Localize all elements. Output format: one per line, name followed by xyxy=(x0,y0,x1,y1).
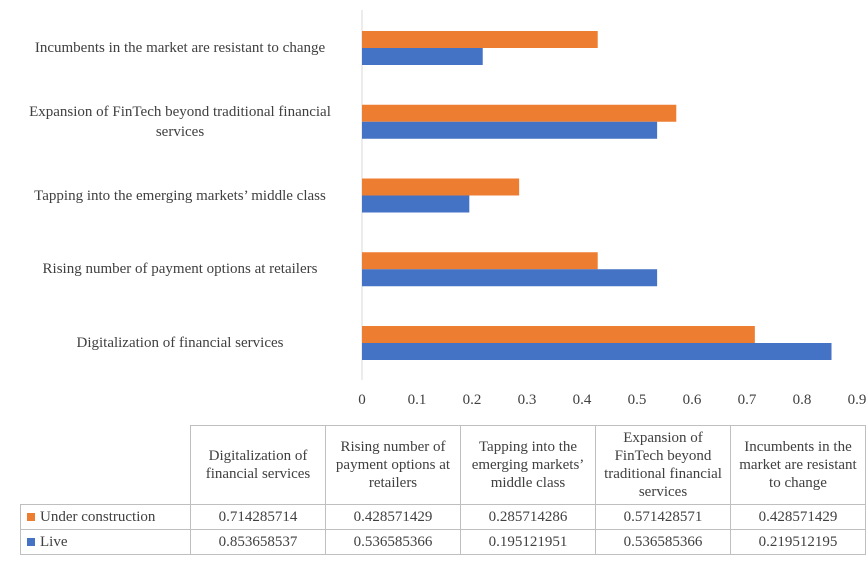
table-cell: 0.219512195 xyxy=(730,529,866,555)
bar xyxy=(362,252,598,270)
legend-key xyxy=(27,538,35,546)
table-cell: 0.285714286 xyxy=(460,504,596,530)
table-cell: 0.536585366 xyxy=(325,529,461,555)
table-cell: 0.428571429 xyxy=(730,504,866,530)
table-header: Tapping into the emerging markets’ middl… xyxy=(460,425,596,505)
table-header: Digitalization of financial services xyxy=(190,425,326,505)
legend-label: Under construction xyxy=(40,509,156,525)
bar xyxy=(362,121,658,139)
x-tick-label: 0.6 xyxy=(682,392,702,408)
category-label: Rising number of payment options at reta… xyxy=(42,261,318,278)
legend-key xyxy=(27,513,35,521)
table-row-label: Under construction xyxy=(20,504,191,530)
table-cell: 0.536585366 xyxy=(595,529,731,555)
legend-label: Live xyxy=(40,534,68,550)
x-tick-label: 0.1 xyxy=(407,392,427,408)
x-tick-label: 0.7 xyxy=(737,392,757,408)
table-cell: 0.571428571 xyxy=(595,504,731,530)
bar xyxy=(362,343,832,360)
table-cell: 0.853658537 xyxy=(190,529,326,555)
category-label: Expansion of FinTech beyond traditional … xyxy=(29,103,331,140)
bar xyxy=(362,195,470,213)
x-tick-label: 0.5 xyxy=(627,392,647,408)
table-cell: 0.195121951 xyxy=(460,529,596,555)
x-tick-label: 0.8 xyxy=(792,392,812,408)
table-header: Incumbents in the market are resistant t… xyxy=(730,425,866,505)
table-header: Expansion of FinTech beyond traditional … xyxy=(595,425,731,505)
table-cell: 0.714285714 xyxy=(190,504,326,530)
bar xyxy=(362,326,755,343)
category-label: Digitalization of financial services xyxy=(76,335,284,351)
x-tick-label: 0 xyxy=(358,392,366,408)
bar xyxy=(362,104,677,122)
bar xyxy=(362,178,520,196)
table-row-label: Live xyxy=(20,529,191,555)
table-cell: 0.428571429 xyxy=(325,504,461,530)
bar xyxy=(362,48,483,65)
category-label: Incumbents in the market are resistant t… xyxy=(34,40,326,56)
x-tick-label: 0.2 xyxy=(462,392,482,408)
x-tick-label: 0.4 xyxy=(572,392,592,408)
x-tick-label: 0.3 xyxy=(517,392,537,408)
table-header: Rising number of payment options at reta… xyxy=(325,425,461,505)
x-tick-label: 0.9 xyxy=(847,392,867,408)
bar xyxy=(362,31,598,48)
bar xyxy=(362,269,658,287)
category-label: Tapping into the emerging markets’ middl… xyxy=(34,187,326,204)
